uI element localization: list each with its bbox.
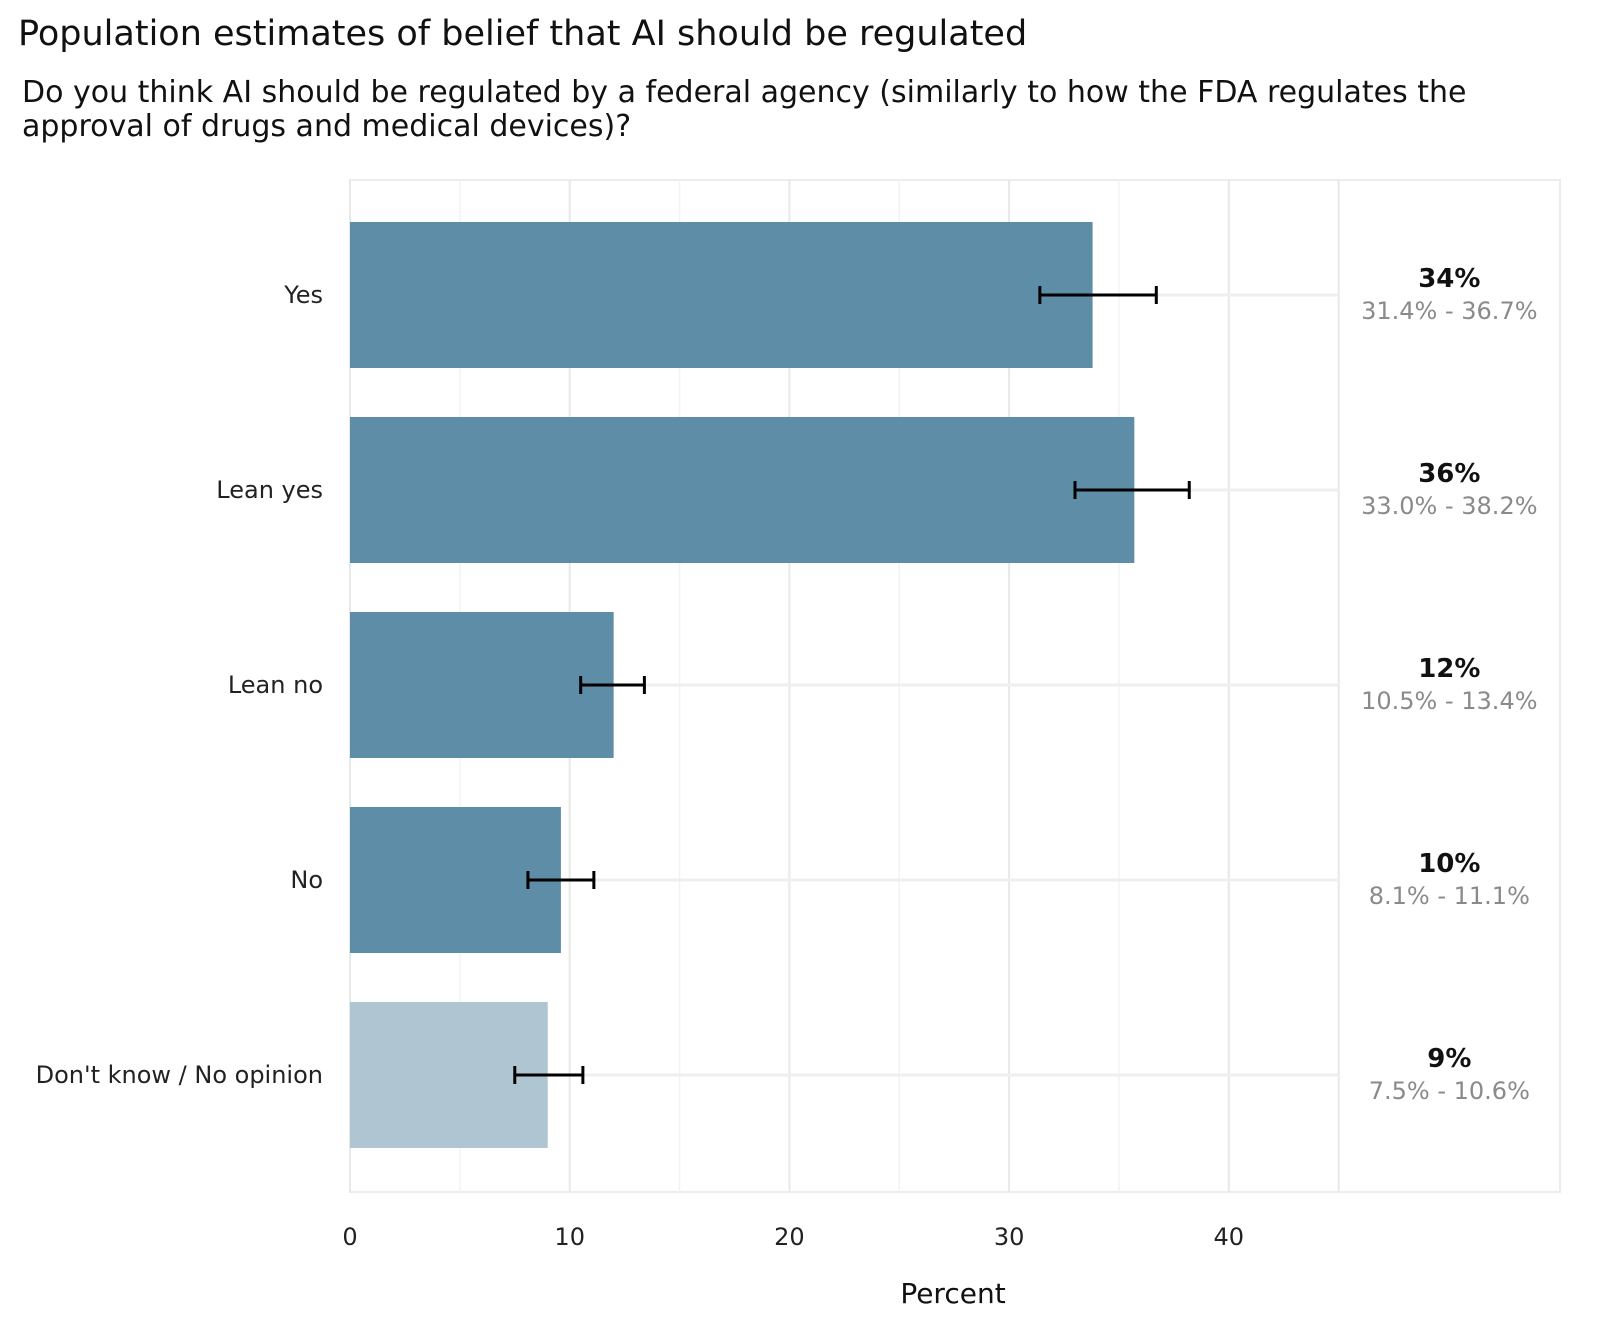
bar: [350, 417, 1135, 563]
ci-label: 10.5% - 13.4%: [1361, 687, 1537, 715]
chart-title: Population estimates of belief that AI s…: [18, 14, 1028, 54]
x-tick-label: 30: [994, 1223, 1025, 1251]
chart-subtitle: Do you think AI should be regulated by a…: [22, 75, 1467, 144]
x-tick-label: 20: [774, 1223, 805, 1251]
category-label: Yes: [283, 281, 323, 309]
category-label: Lean no: [228, 671, 323, 699]
value-label: 36%: [1418, 459, 1480, 489]
value-label: 10%: [1418, 849, 1480, 879]
x-tick-label: 40: [1214, 1223, 1245, 1251]
value-label: 12%: [1418, 654, 1480, 684]
bar: [350, 807, 561, 953]
value-label: 9%: [1427, 1044, 1471, 1074]
x-axis-title: Percent: [900, 1277, 1005, 1310]
bar: [350, 222, 1093, 368]
ci-label: 31.4% - 36.7%: [1361, 297, 1537, 325]
x-tick-label: 0: [342, 1223, 357, 1251]
category-label: Don't know / No opinion: [36, 1061, 323, 1089]
x-tick-label: 10: [554, 1223, 585, 1251]
category-label: No: [290, 866, 323, 894]
ci-label: 8.1% - 11.1%: [1369, 882, 1530, 910]
ci-label: 33.0% - 38.2%: [1361, 492, 1537, 520]
category-label: Lean yes: [216, 476, 323, 504]
value-label: 34%: [1418, 264, 1480, 294]
bar: [350, 612, 614, 758]
ci-label: 7.5% - 10.6%: [1369, 1077, 1530, 1105]
